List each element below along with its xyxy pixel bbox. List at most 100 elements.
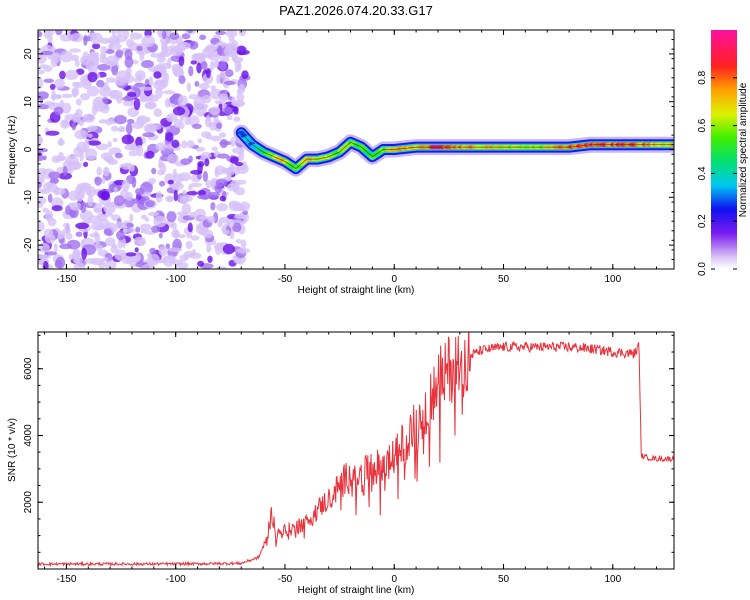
- noise-speckle: [206, 244, 212, 253]
- noise-speckle: [59, 70, 66, 80]
- noise-speckle: [141, 60, 154, 69]
- noise-speckle: [214, 167, 220, 178]
- noise-speckle: [125, 122, 133, 135]
- noise-speckle: [189, 211, 196, 218]
- noise-speckle: [88, 133, 93, 138]
- noise-speckle: [208, 191, 220, 199]
- noise-speckle: [106, 55, 119, 67]
- noise-speckle: [226, 183, 240, 192]
- noise-speckle: [186, 234, 193, 239]
- spectrogram-x-label: Height of straight line (km): [298, 285, 415, 296]
- x-tick-label: 100: [604, 574, 621, 585]
- noise-speckle: [76, 182, 91, 190]
- noise-speckle: [74, 59, 80, 67]
- noise-speckle: [38, 155, 45, 162]
- noise-speckle: [232, 222, 242, 233]
- noise-speckle: [38, 77, 44, 90]
- noise-speckle: [60, 119, 70, 129]
- noise-speckle: [121, 163, 132, 170]
- noise-speckle: [134, 247, 139, 253]
- noise-speckle: [50, 95, 62, 100]
- noise-speckle: [124, 144, 138, 151]
- noise-speckle: [187, 30, 193, 34]
- noise-speckle: [105, 260, 117, 269]
- noise-speckle: [99, 85, 112, 98]
- noise-speckle: [228, 221, 234, 228]
- noise-speckle: [131, 256, 141, 263]
- x-tick-label: -150: [56, 574, 76, 585]
- noise-speckle: [163, 255, 176, 260]
- noise-speckle: [207, 216, 216, 223]
- noise-speckle: [114, 114, 127, 125]
- noise-speckle: [59, 33, 74, 42]
- x-tick-label: 0: [391, 574, 397, 585]
- noise-speckle: [155, 142, 167, 152]
- noise-speckle: [198, 215, 209, 220]
- noise-speckle: [101, 51, 107, 59]
- noise-speckle: [215, 30, 227, 36]
- noise-speckle: [170, 47, 183, 57]
- noise-speckle: [141, 35, 155, 47]
- noise-speckle: [89, 233, 99, 238]
- noise-speckle: [75, 98, 82, 106]
- noise-speckle: [135, 188, 145, 196]
- noise-speckle: [210, 85, 216, 91]
- noise-speckle: [80, 201, 87, 213]
- noise-speckle: [43, 101, 56, 106]
- noise-speckle: [198, 82, 210, 90]
- colorbar-tick-label: 0.2: [697, 214, 708, 228]
- spectral-ridge-layer: [233, 124, 674, 177]
- noise-speckle: [125, 191, 133, 201]
- noise-speckle: [55, 30, 63, 36]
- noise-speckle: [217, 220, 223, 228]
- noise-speckle: [186, 191, 198, 196]
- noise-speckle: [72, 112, 81, 122]
- noise-speckle: [215, 266, 228, 269]
- noise-speckle: [230, 136, 236, 147]
- noise-speckle: [38, 30, 43, 38]
- noise-speckle: [111, 125, 119, 132]
- noise-speckle: [197, 138, 202, 144]
- noise-speckle: [129, 213, 134, 222]
- noise-speckle: [166, 113, 178, 123]
- noise-speckle: [94, 176, 102, 186]
- noise-speckle: [211, 146, 218, 152]
- noise-speckle: [232, 204, 247, 211]
- noise-speckle: [168, 247, 182, 252]
- noise-speckle: [48, 171, 61, 180]
- noise-speckle: [165, 73, 170, 83]
- noise-speckle: [82, 113, 96, 123]
- noise-speckle: [43, 30, 50, 39]
- noise-speckle: [215, 178, 228, 187]
- y-tick-label: 0: [23, 146, 34, 152]
- noise-speckle: [172, 93, 180, 100]
- noise-speckle: [172, 106, 186, 116]
- noise-speckle: [139, 95, 147, 103]
- noise-speckle: [114, 76, 127, 86]
- noise-speckle: [86, 85, 100, 97]
- noise-speckle: [132, 198, 139, 204]
- noise-speckle: [210, 135, 222, 142]
- noise-speckle: [53, 106, 64, 116]
- noise-speckle: [223, 229, 230, 235]
- noise-speckle: [222, 243, 235, 255]
- noise-speckle: [58, 137, 64, 146]
- x-tick-label: 0: [391, 274, 397, 285]
- noise-speckle: [99, 218, 110, 229]
- noise-speckle: [45, 210, 54, 222]
- x-tick-label: -50: [278, 574, 293, 585]
- noise-speckle: [188, 40, 199, 50]
- noise-speckle: [202, 73, 214, 85]
- y-tick-label: 2000: [23, 491, 34, 514]
- noise-speckle: [128, 150, 138, 157]
- noise-speckle: [148, 177, 157, 185]
- noise-speckle: [71, 121, 77, 131]
- noise-speckle: [223, 80, 236, 86]
- noise-speckle: [116, 230, 126, 241]
- noise-speckle: [193, 104, 208, 115]
- noise-speckle: [139, 223, 152, 232]
- noise-speckle: [39, 64, 49, 69]
- noise-speckle: [75, 231, 83, 237]
- noise-speckle: [111, 30, 117, 38]
- noise-speckle: [155, 87, 163, 99]
